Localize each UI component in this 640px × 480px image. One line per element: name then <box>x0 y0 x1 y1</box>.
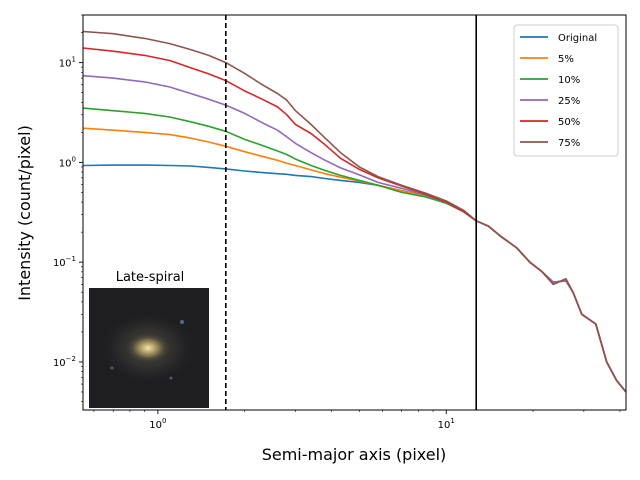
legend-label: 5% <box>558 54 574 65</box>
y-tick-label: 10−2 <box>53 355 76 369</box>
x-tick-label: 101 <box>438 417 455 431</box>
y-tick-label: 101 <box>59 56 76 70</box>
y-tick-label: 10−1 <box>53 255 76 269</box>
inset-image <box>89 288 209 408</box>
x-axis-title: Semi-major axis (pixel) <box>262 445 447 464</box>
y-tick-label: 100 <box>59 155 76 169</box>
galaxy-knot <box>169 376 173 380</box>
legend-label: 25% <box>558 96 580 107</box>
y-axis-title: Intensity (count/pixel) <box>15 125 34 301</box>
legend: Original 5% 10% 25% 50% 75% <box>513 24 619 157</box>
legend-label: 50% <box>558 117 580 128</box>
legend-label: 10% <box>558 75 580 86</box>
galaxy-knot <box>180 320 184 324</box>
reference-lines <box>224 15 477 410</box>
series-line-5 <box>83 30 626 393</box>
inset-title: Late-spiral <box>116 270 185 285</box>
x-tick-label: 100 <box>149 417 166 431</box>
legend-label: 75% <box>558 138 580 149</box>
galaxy-core <box>122 330 174 366</box>
galaxy-knot <box>110 366 114 370</box>
legend-frame <box>513 24 619 157</box>
series-layer <box>83 30 626 393</box>
plot-frame <box>82 14 627 411</box>
legend-label: Original <box>558 33 597 44</box>
